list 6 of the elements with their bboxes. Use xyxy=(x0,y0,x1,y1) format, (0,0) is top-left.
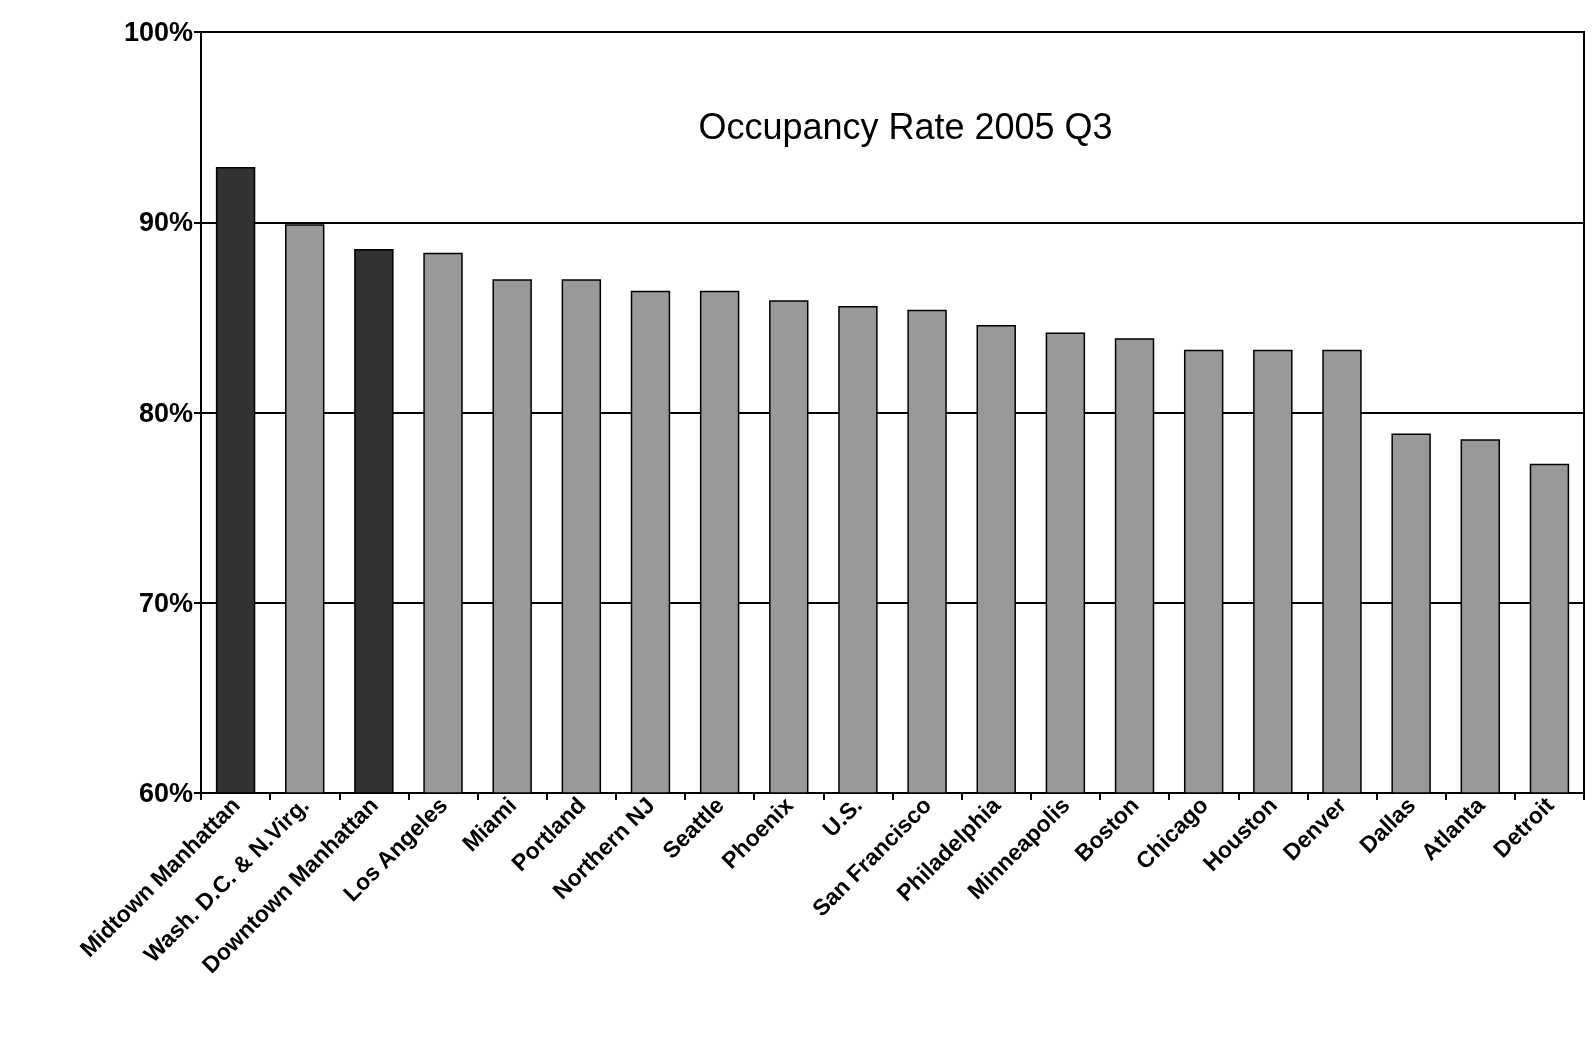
y-tick-label: 100% xyxy=(123,17,193,47)
y-tick-label: 90% xyxy=(138,207,193,238)
y-tick-label: 60% xyxy=(138,778,193,808)
text: Occupancy Rate 2005 Q3 xyxy=(698,105,1113,147)
y-tick-label: 70% xyxy=(138,587,193,618)
y-tick-label: 80% xyxy=(138,397,193,428)
